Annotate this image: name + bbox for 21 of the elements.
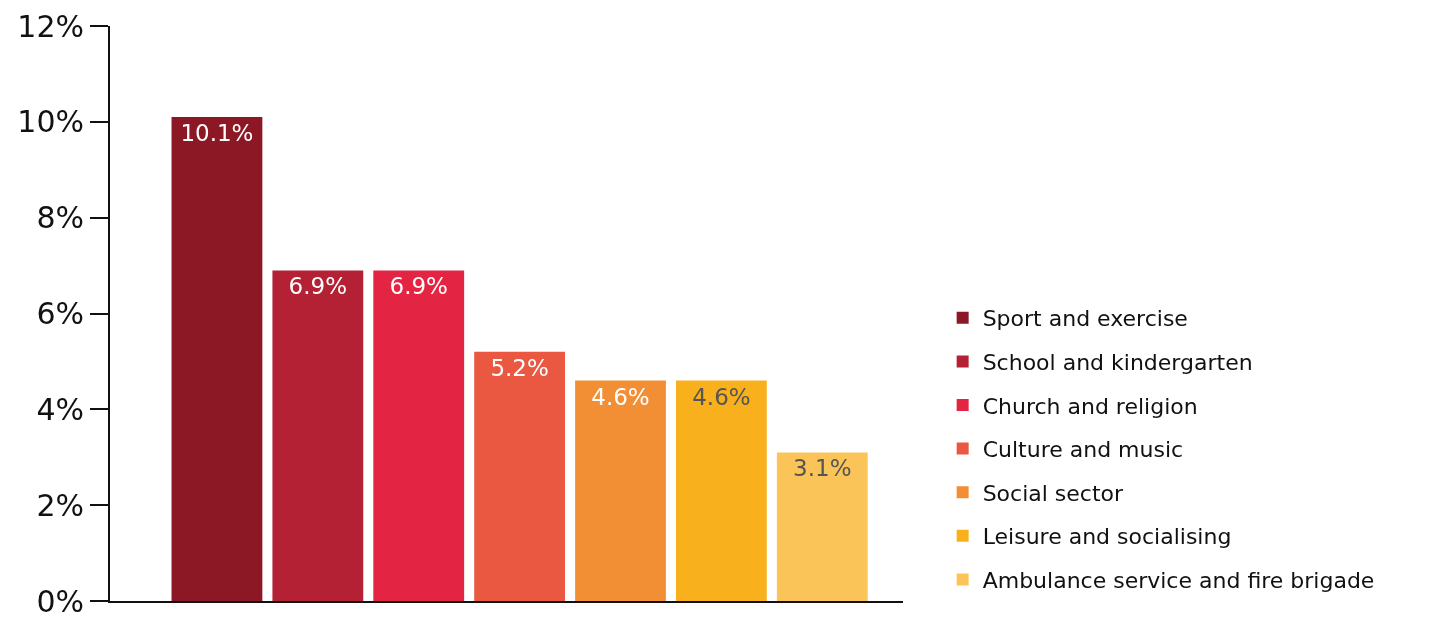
legend-label: Sport and exercise: [982, 306, 1188, 332]
y-tick-label: 8%: [36, 200, 84, 236]
y-tick-label: 0%: [36, 583, 84, 619]
data-label: 10.1%: [180, 120, 254, 147]
y-tick-label: 4%: [36, 391, 84, 427]
legend-label: Social sector: [982, 480, 1125, 506]
data-label: 6.9%: [389, 273, 448, 300]
legend-label: Culture and music: [982, 437, 1184, 463]
data-label: 4.6%: [692, 383, 751, 410]
data-label: 5.2%: [490, 354, 549, 381]
y-tick-label: 12%: [17, 8, 84, 44]
legend-label: Leisure and socialising: [982, 524, 1232, 550]
data-label: 3.1%: [793, 455, 852, 482]
data-label: 6.9%: [288, 273, 348, 300]
legend-label: School and kindergarten: [982, 349, 1253, 375]
legend-label: Church and religion: [982, 393, 1198, 419]
y-tick-label: 2%: [36, 487, 84, 523]
y-tick-label: 10%: [17, 104, 84, 140]
legend-label: Ambulance service and fire brigade: [982, 567, 1375, 593]
data-label: 4.6%: [591, 383, 650, 410]
y-tick-label: 6%: [36, 296, 84, 331]
